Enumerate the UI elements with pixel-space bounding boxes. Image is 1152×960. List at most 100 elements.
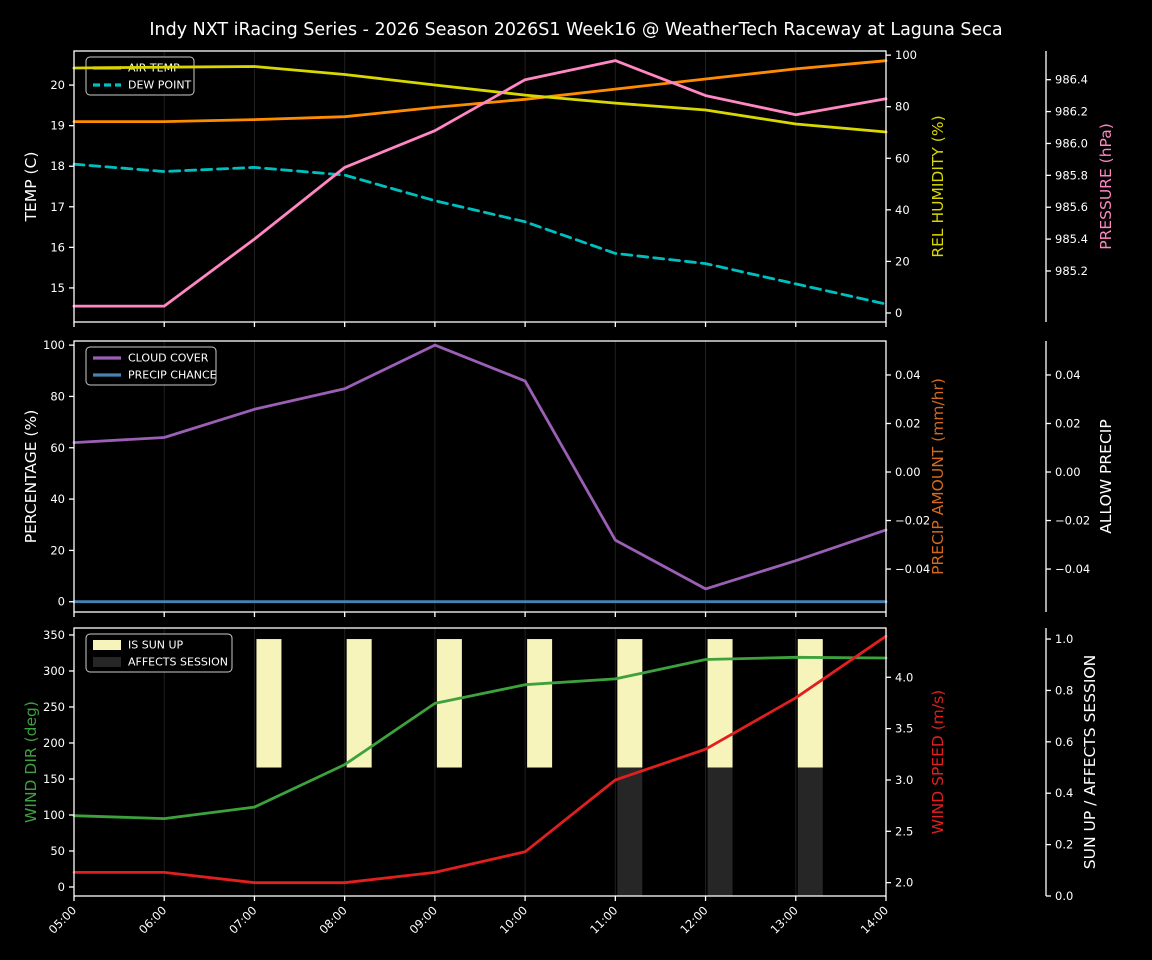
right-tick-label: 100 bbox=[895, 48, 917, 62]
right-axis-title-0: WIND SPEED (m/s) bbox=[929, 690, 947, 834]
right-tick-label: 0.00 bbox=[895, 465, 921, 479]
right-tick-label: 4.0 bbox=[895, 670, 913, 684]
y-tick-label: 40 bbox=[50, 492, 65, 506]
y-tick-label: 20 bbox=[50, 543, 65, 557]
right-axis-title-0: REL HUMIDITY (%) bbox=[929, 115, 947, 257]
legend-wind-sun: IS SUN UP AFFECTS SESSION bbox=[85, 633, 233, 673]
plot-frame bbox=[73, 50, 887, 323]
y-tick-label: 50 bbox=[50, 844, 65, 858]
right-tick-label: 2.0 bbox=[895, 876, 913, 890]
y-tick-label: 0 bbox=[58, 880, 65, 894]
x-tick-label: 09:00 bbox=[407, 903, 440, 936]
x-tick-label: 10:00 bbox=[497, 903, 530, 936]
right-tick-label: 0.02 bbox=[895, 416, 921, 430]
y-tick-label: 250 bbox=[43, 700, 65, 714]
right-tick-label: 0.6 bbox=[1055, 735, 1073, 749]
series-line-wind-dir bbox=[72, 655, 888, 820]
y-tick-label: 100 bbox=[43, 808, 65, 822]
legend-label: DEW POINT bbox=[128, 79, 192, 92]
series-line-wind-speed bbox=[72, 634, 888, 885]
y-tick-label: 16 bbox=[50, 240, 65, 254]
left-axis-title: PERCENTAGE (%) bbox=[22, 410, 40, 544]
x-tick-label: 05:00 bbox=[46, 903, 79, 936]
chart-cloud-precipitation: CLOUD COVER PRECIP CHANCE 0 20 40 60 80 100 PERC… bbox=[22, 338, 1115, 617]
bar-is-sun-up bbox=[346, 639, 372, 768]
right-tick-label: 3.0 bbox=[895, 773, 913, 787]
right-tick-label: 40 bbox=[895, 203, 910, 217]
legend-label: AFFECTS SESSION bbox=[128, 656, 228, 669]
left-axis-title: TEMP (C) bbox=[22, 152, 40, 223]
legend-swatch-affects-session bbox=[93, 657, 121, 667]
bar-affects-session bbox=[797, 767, 823, 896]
x-tick-label: 11:00 bbox=[587, 903, 620, 936]
right-tick-label: 0.4 bbox=[1055, 786, 1073, 800]
legend-swatch-is-sun-up bbox=[93, 640, 121, 650]
x-tick-label: 07:00 bbox=[226, 903, 259, 936]
x-tick-label: 06:00 bbox=[136, 903, 169, 936]
bar-affects-session bbox=[707, 767, 733, 896]
right-tick-label: 0.00 bbox=[1055, 465, 1081, 479]
series-line-rel-humidity bbox=[72, 65, 888, 134]
right-tick-label: 986.4 bbox=[1055, 73, 1088, 87]
right-tick-label: −0.02 bbox=[1055, 514, 1090, 528]
bar-is-sun-up bbox=[527, 639, 553, 768]
series-line-pressure bbox=[72, 59, 888, 308]
right-tick-label: 0.8 bbox=[1055, 683, 1073, 697]
x-tick-label: 13:00 bbox=[768, 903, 801, 936]
y-tick-label: 18 bbox=[50, 159, 65, 173]
legend-label: CLOUD COVER bbox=[128, 352, 209, 365]
right-axis-title-1: ALLOW PRECIP bbox=[1097, 419, 1115, 533]
legend-label: IS SUN UP bbox=[128, 639, 184, 652]
legend-cloud-precipitation: CLOUD COVER PRECIP CHANCE bbox=[85, 346, 217, 386]
x-tick-label: 14:00 bbox=[858, 903, 891, 936]
x-tick-label: 08:00 bbox=[316, 903, 349, 936]
right-tick-label: −0.04 bbox=[1055, 562, 1090, 576]
left-axis-title: WIND DIR (deg) bbox=[22, 701, 40, 823]
right-tick-label: 80 bbox=[895, 100, 910, 114]
y-tick-label: 15 bbox=[50, 281, 65, 295]
right-tick-label: 0.04 bbox=[895, 368, 921, 382]
bar-is-sun-up bbox=[617, 639, 643, 768]
right-tick-label: 986.2 bbox=[1055, 105, 1088, 119]
y-tick-label: 200 bbox=[43, 736, 65, 750]
right-tick-label: 985.6 bbox=[1055, 200, 1088, 214]
right-tick-label: 60 bbox=[895, 151, 910, 165]
x-tick-label: 12:00 bbox=[677, 903, 710, 936]
right-tick-label: 985.8 bbox=[1055, 168, 1088, 182]
right-tick-label: 2.5 bbox=[895, 824, 913, 838]
chart-wind-sun: IS SUN UP AFFECTS SESSION 0 50 100 150 200 250 3… bbox=[22, 627, 1099, 937]
right-tick-label: 985.2 bbox=[1055, 264, 1088, 278]
y-tick-label: 19 bbox=[50, 119, 65, 133]
bar-is-sun-up bbox=[797, 639, 823, 768]
y-tick-label: 17 bbox=[50, 200, 65, 214]
y-tick-label: 150 bbox=[43, 772, 65, 786]
right-tick-label: 3.5 bbox=[895, 722, 913, 736]
series-line-dew-point bbox=[72, 162, 888, 306]
bar-affects-session bbox=[617, 767, 643, 896]
right-tick-label: 985.4 bbox=[1055, 232, 1088, 246]
right-axis-title-1: SUN UP / AFFECTS SESSION bbox=[1081, 655, 1099, 869]
y-tick-label: 0 bbox=[58, 595, 65, 609]
legend-box bbox=[85, 633, 233, 673]
right-tick-label: −0.02 bbox=[895, 514, 930, 528]
right-axis-title-1: PRESSURE (hPa) bbox=[1097, 123, 1115, 250]
right-tick-label: 986.0 bbox=[1055, 136, 1088, 150]
right-tick-label: 1.0 bbox=[1055, 632, 1073, 646]
plot-frame bbox=[73, 627, 887, 897]
y-tick-label: 100 bbox=[43, 338, 65, 352]
series-line-cloud-cover bbox=[72, 343, 888, 591]
right-tick-label: 0.0 bbox=[1055, 889, 1073, 903]
right-tick-label: −0.04 bbox=[895, 562, 930, 576]
bar-is-sun-up bbox=[256, 639, 282, 768]
right-tick-label: 20 bbox=[895, 254, 910, 268]
right-tick-label: 0.02 bbox=[1055, 416, 1081, 430]
legend-label: PRECIP CHANCE bbox=[128, 369, 217, 382]
plot-frame bbox=[73, 340, 887, 613]
y-tick-label: 300 bbox=[43, 664, 65, 678]
page-title: Indy NXT iRacing Series - 2026 Season 20… bbox=[149, 20, 1002, 40]
